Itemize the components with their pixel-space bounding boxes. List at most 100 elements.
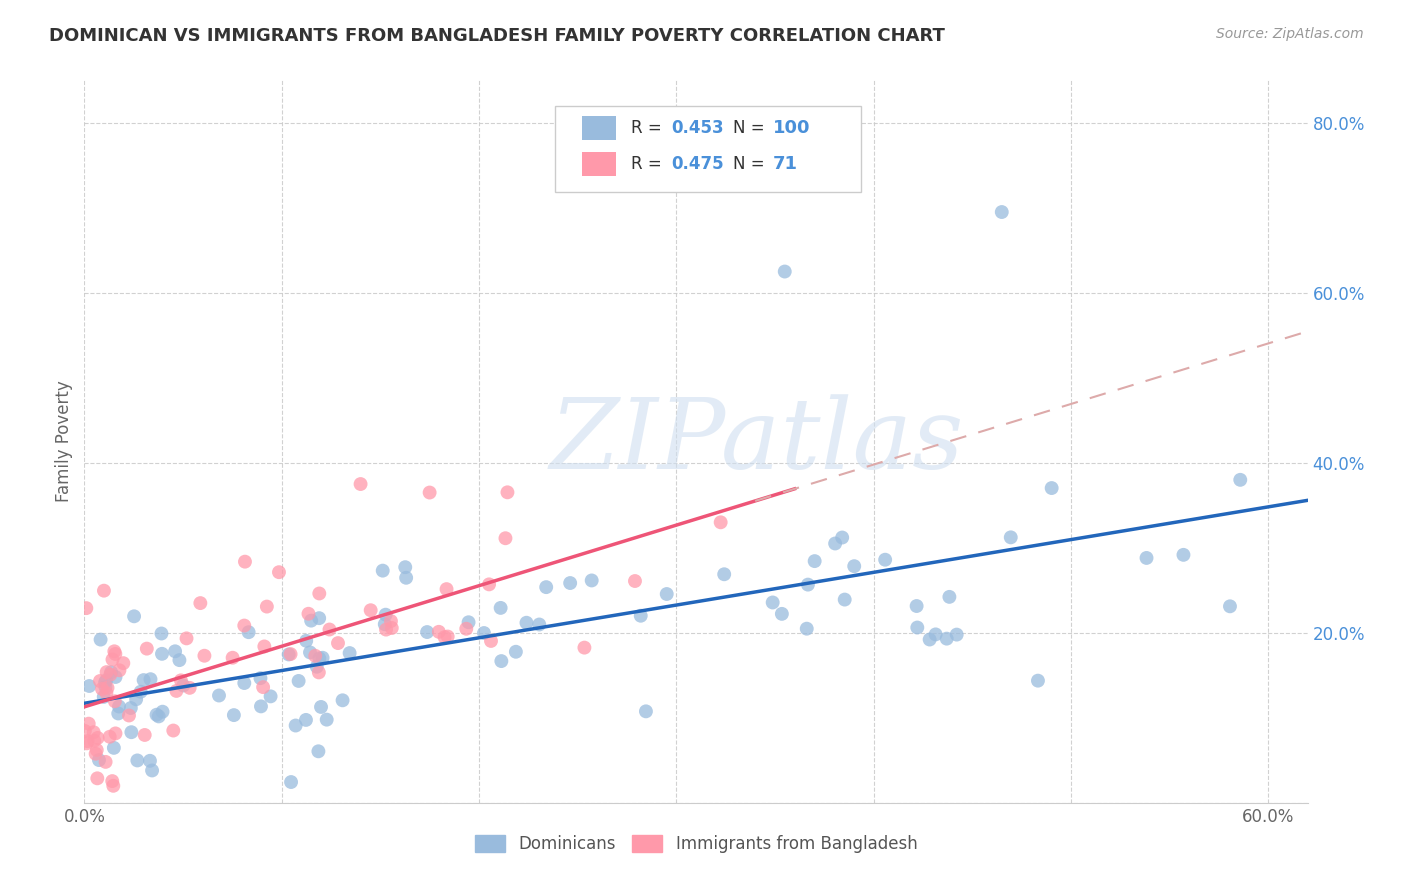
Point <box>298 645 321 659</box>
Point <box>84 747 107 761</box>
Point <box>91 681 114 696</box>
Point <box>427 624 450 639</box>
Point <box>803 554 825 568</box>
Point <box>938 590 960 604</box>
Point <box>162 723 184 738</box>
Point <box>101 652 124 666</box>
FancyBboxPatch shape <box>582 117 616 140</box>
Point <box>574 640 596 655</box>
Point <box>844 559 866 574</box>
Point <box>918 632 941 647</box>
Y-axis label: Family Poverty: Family Poverty <box>55 381 73 502</box>
Point <box>419 485 441 500</box>
Point <box>308 665 330 680</box>
Text: DOMINICAN VS IMMIGRANTS FROM BANGLADESH FAMILY POVERTY CORRELATION CHART: DOMINICAN VS IMMIGRANTS FROM BANGLADESH … <box>49 27 945 45</box>
Point <box>104 726 127 740</box>
Point <box>456 622 478 636</box>
FancyBboxPatch shape <box>582 152 616 176</box>
Point <box>112 656 135 670</box>
Point <box>134 728 156 742</box>
Text: R =: R = <box>631 120 666 137</box>
Point <box>315 713 337 727</box>
Point <box>309 700 332 714</box>
Point <box>120 725 142 739</box>
Point <box>515 615 537 630</box>
Point <box>86 772 108 786</box>
Point <box>76 736 98 750</box>
Point <box>762 595 785 609</box>
Point <box>252 680 274 694</box>
Point <box>86 743 108 757</box>
Point <box>380 614 402 628</box>
Text: N =: N = <box>733 120 769 137</box>
Point <box>1000 530 1022 544</box>
Point <box>249 671 271 685</box>
Point <box>141 764 163 778</box>
Point <box>139 672 162 686</box>
Point <box>394 560 416 574</box>
Point <box>308 586 330 600</box>
Point <box>834 592 856 607</box>
Point <box>945 627 967 641</box>
Point <box>172 678 194 692</box>
Point <box>259 690 281 704</box>
Point <box>94 680 117 694</box>
Point <box>188 596 211 610</box>
Point <box>96 686 118 700</box>
Point <box>935 632 957 646</box>
Point <box>489 601 512 615</box>
Point <box>457 615 479 630</box>
Point <box>127 754 149 768</box>
Point <box>277 648 299 662</box>
Point <box>170 673 193 688</box>
Point <box>139 754 162 768</box>
Point <box>132 673 155 687</box>
Point <box>332 693 354 707</box>
Point <box>375 623 398 637</box>
Point <box>135 641 157 656</box>
Point <box>104 694 127 708</box>
Point <box>326 636 349 650</box>
Point <box>94 675 117 690</box>
Point <box>494 531 516 545</box>
Point <box>73 723 96 738</box>
FancyBboxPatch shape <box>555 105 860 193</box>
Point <box>76 734 98 748</box>
Point <box>374 617 396 632</box>
Point <box>77 716 100 731</box>
Point <box>150 626 173 640</box>
Point <box>496 485 519 500</box>
Point <box>104 647 127 661</box>
Point <box>176 632 198 646</box>
Point <box>1026 673 1049 688</box>
Point <box>280 647 302 661</box>
Point <box>505 645 527 659</box>
Point <box>179 681 201 695</box>
Point <box>83 725 105 739</box>
Point <box>96 665 118 679</box>
Point <box>433 630 456 644</box>
Point <box>280 775 302 789</box>
Point <box>193 648 215 663</box>
Point <box>624 574 647 588</box>
Point <box>284 718 307 732</box>
Point <box>253 640 276 654</box>
Point <box>308 651 330 665</box>
Point <box>94 755 117 769</box>
Point <box>1173 548 1195 562</box>
Point <box>318 623 340 637</box>
Point <box>710 516 733 530</box>
Point <box>267 565 290 579</box>
Legend: Dominicans, Immigrants from Bangladesh: Dominicans, Immigrants from Bangladesh <box>468 828 924 860</box>
Point <box>374 607 396 622</box>
Point <box>581 574 603 588</box>
Point <box>222 708 245 723</box>
Point <box>831 531 853 545</box>
Point <box>145 707 167 722</box>
Point <box>152 705 174 719</box>
Point <box>634 704 657 718</box>
Point <box>98 667 121 681</box>
Point <box>165 684 187 698</box>
Point <box>108 663 131 677</box>
Point <box>1229 473 1251 487</box>
